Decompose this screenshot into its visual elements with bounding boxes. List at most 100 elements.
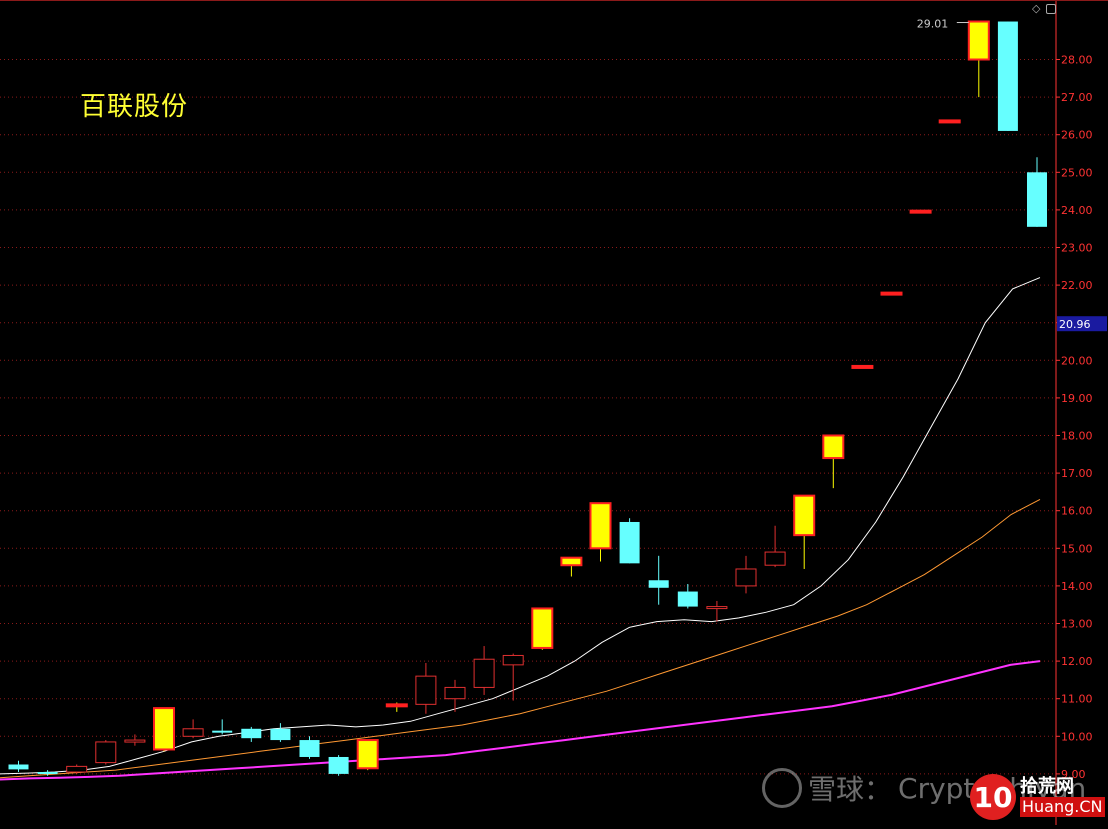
candle-body [764, 551, 786, 566]
candle-body [415, 675, 437, 705]
tick-label: 22.00 [1061, 279, 1093, 292]
candle-body [66, 765, 88, 773]
tick-label: 15.00 [1061, 542, 1093, 555]
diamond-icon[interactable]: ◇ [1032, 2, 1041, 15]
candle-body [1027, 172, 1047, 227]
candle-body [909, 209, 932, 214]
candle-body [270, 728, 291, 741]
tick-label: 9.00 [1061, 768, 1086, 781]
candle-body [8, 764, 29, 770]
candle [328, 755, 349, 776]
tick-label: 16.00 [1061, 505, 1093, 518]
tick-label: 13.00 [1061, 618, 1093, 631]
candle-body [706, 606, 728, 610]
ma-mid-line [0, 498, 1041, 779]
tick-label: 26.00 [1061, 129, 1093, 142]
tick-label: 14.00 [1061, 580, 1093, 593]
tick-label: 19.00 [1061, 392, 1093, 405]
candle [880, 291, 903, 296]
candle [241, 726, 262, 742]
candle-body [299, 740, 320, 757]
candle-body [997, 21, 1018, 131]
last-price-label: 20.96 [1059, 318, 1091, 331]
candle [502, 653, 524, 701]
candle [938, 119, 961, 124]
watermark-brand: 雪球： [808, 773, 893, 806]
candle [385, 702, 408, 712]
candle [822, 434, 845, 489]
candle-body [851, 364, 874, 369]
candle-body [677, 591, 698, 607]
candle-body [560, 556, 583, 567]
candle-body [212, 730, 233, 733]
stock-title: 百联股份 [80, 92, 189, 122]
candle [473, 646, 495, 695]
badge-name: 拾荒网 [1020, 776, 1074, 797]
tick-label: 12.00 [1061, 655, 1093, 668]
candle [444, 679, 466, 712]
candle-body [473, 658, 495, 688]
candles [8, 20, 1047, 776]
candle-body [328, 756, 349, 774]
candle [706, 600, 728, 622]
candle-body [385, 703, 408, 708]
candle [677, 584, 698, 609]
high-label: 29.01 [917, 18, 949, 31]
candle [1027, 157, 1047, 227]
candle [619, 518, 640, 564]
window-icon[interactable] [1046, 4, 1056, 14]
tick-label: 24.00 [1061, 204, 1093, 217]
tick-label: 10.00 [1061, 730, 1093, 743]
tick-label: 27.00 [1061, 91, 1093, 104]
candle-body [37, 772, 58, 775]
candle [153, 707, 175, 752]
candle-body [619, 521, 640, 564]
candle [37, 770, 58, 776]
candle-body [967, 20, 990, 61]
tick-label: 11.00 [1061, 693, 1093, 706]
candle [124, 734, 146, 746]
candle-body [589, 502, 612, 550]
candle-body [735, 568, 757, 587]
candle [589, 502, 612, 562]
candle-body [182, 728, 204, 737]
site-badge: 10 拾荒网 Huang.CN [970, 774, 1105, 820]
tick-label: 17.00 [1061, 467, 1093, 480]
candle [66, 764, 88, 774]
candle [560, 556, 583, 577]
candle [909, 209, 932, 214]
candle [793, 494, 816, 569]
candle [95, 740, 117, 765]
candle-body [95, 741, 117, 764]
badge-text: 拾荒网 Huang.CN [1020, 777, 1105, 817]
candle [997, 21, 1018, 131]
badge-number: 10 [970, 774, 1016, 820]
tick-label: 25.00 [1061, 166, 1093, 179]
grid-layer [0, 59, 1056, 775]
candle [299, 736, 320, 759]
candle [851, 364, 874, 369]
ma-long-line [0, 660, 1041, 781]
candle [967, 20, 990, 98]
candle [415, 662, 437, 714]
candle-body [880, 291, 903, 296]
tick-label: 28.00 [1061, 54, 1093, 67]
candle [356, 739, 379, 771]
candle-body [241, 728, 262, 739]
tick-label: 20.00 [1061, 354, 1093, 367]
candle-body [502, 654, 524, 666]
candle [212, 719, 233, 735]
candle-body [938, 119, 961, 124]
candle-body [822, 434, 845, 460]
candle-body [793, 494, 816, 537]
candle [648, 555, 669, 605]
chart-toolbar: ◇ [1032, 2, 1056, 15]
candle-body [356, 739, 379, 770]
candle [182, 719, 204, 739]
candle [270, 723, 291, 742]
candle-body [444, 686, 466, 700]
